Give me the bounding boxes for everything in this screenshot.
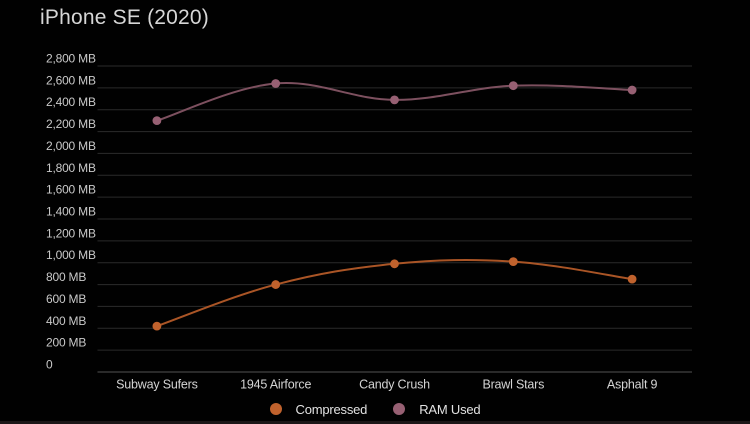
data-point-compressed — [390, 259, 399, 269]
y-axis-tick-label: 2,200 MB — [46, 117, 96, 131]
data-point-ram-used — [152, 116, 162, 126]
ram-used-series-dot-icon — [393, 403, 406, 415]
y-axis-tick-label: 1,600 MB — [46, 183, 96, 197]
data-point-ram-used — [390, 95, 399, 105]
series-line-compressed — [155, 259, 634, 328]
x-axis-category-label: Asphalt 9 — [607, 378, 658, 392]
data-point-ram-used — [627, 85, 637, 95]
chart-legend: Compressed RAM Used — [0, 400, 750, 418]
compressed-series-dot-icon — [269, 403, 282, 415]
y-axis-tick-label: 1,800 MB — [46, 161, 96, 175]
x-axis-category-label: Candy Crush — [359, 378, 430, 392]
legend-item-compressed: Compressed — [269, 401, 368, 417]
y-axis-tick-label: 2,600 MB — [46, 73, 96, 87]
legend-label-compressed: Compressed — [295, 401, 368, 417]
y-axis-tick-label: 600 MB — [46, 292, 86, 306]
y-axis-tick-label: 2,800 MB — [46, 52, 96, 66]
y-axis-tick-label: 1,000 MB — [46, 248, 96, 262]
data-point-compressed — [152, 321, 162, 331]
y-axis-tick-label: 2,000 MB — [46, 139, 96, 153]
y-axis-tick-label: 1,400 MB — [46, 205, 96, 219]
data-point-compressed — [627, 274, 637, 284]
data-point-ram-used — [508, 81, 518, 91]
chart-title: iPhone SE (2020) — [40, 6, 209, 29]
x-axis-category-label: 1945 Airforce — [240, 378, 311, 392]
y-axis-tick-label: 2,400 MB — [46, 95, 96, 109]
legend-label-ram-used: RAM Used — [419, 401, 481, 417]
x-axis-category-label: Subway Sufers — [116, 378, 197, 392]
x-axis-category-label: Brawl Stars — [482, 378, 544, 392]
data-point-compressed — [508, 257, 518, 267]
bottom-edge-strip — [0, 421, 750, 424]
y-axis-tick-label: 1,200 MB — [46, 226, 96, 240]
y-axis-tick-label: 0 — [46, 358, 53, 372]
data-point-compressed — [271, 280, 281, 289]
data-point-ram-used — [271, 79, 281, 88]
y-axis-tick-label: 400 MB — [46, 314, 86, 328]
y-axis-tick-label: 200 MB — [46, 336, 86, 350]
y-axis-tick-label: 800 MB — [46, 270, 86, 284]
legend-item-ram-used: RAM Used — [393, 401, 481, 417]
